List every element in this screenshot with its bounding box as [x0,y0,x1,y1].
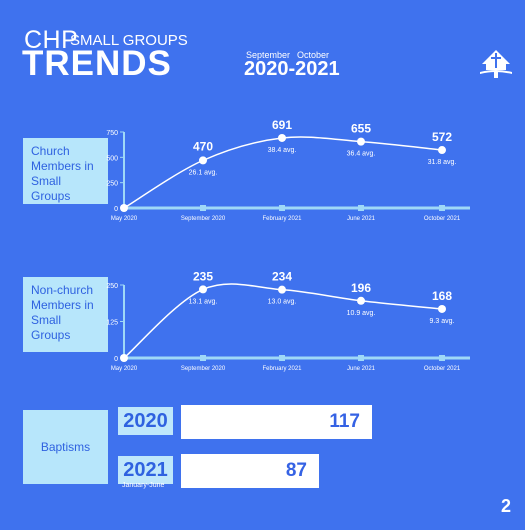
x-tick-label-1-0: May 2020 [111,366,138,372]
data-label-1-4: 168 [432,289,452,303]
y-tick-label-0-0: 750 [106,130,118,137]
bar-category-2021: 2021 [118,456,173,484]
page-number: 2 [501,496,512,516]
data-point-1-0 [120,354,128,362]
data-point-0-2 [278,133,286,142]
x-tick-label-0-1: September 2020 [181,216,226,222]
x-tick-label-0-2: February 2021 [262,216,302,222]
x-tick-label-0-3: June 2021 [347,216,376,222]
data-label-0-3: 655 [351,122,371,136]
avg-label-0-3: 36.4 avg. [347,151,376,158]
baptism-bar-2021: 87 [181,454,319,488]
avg-label-1-4: 9.3 avg. [430,318,455,325]
data-label-1-2: 234 [272,270,292,284]
nonchurch-members-label: Non-church Members in Small Groups [23,277,108,352]
page-title: TRENDS [22,44,172,83]
avg-label-0-2: 38.4 avg. [268,147,297,154]
data-point-1-1 [199,285,207,294]
data-point-0-0 [120,204,128,212]
period-end-month: October [297,50,330,60]
x-tick-label-1-2: February 2021 [262,366,302,372]
avg-label-0-4: 31.8 avg. [428,159,457,166]
x-tick-label-1-4: October 2021 [424,366,461,372]
x-tick-0-3 [358,205,364,211]
data-point-0-4 [438,146,446,155]
avg-label-1-2: 13.0 avg. [268,299,297,306]
period-start-month: September [246,50,291,60]
x-tick-1-3 [358,355,364,361]
data-label-1-3: 196 [351,281,371,295]
brand-chp: CHP [24,26,79,54]
baptisms-label: Baptisms [23,410,108,484]
bar-category-note-2021: January-June [122,482,165,489]
x-tick-1-1 [200,355,206,361]
data-point-1-2 [278,285,286,294]
y-tick-label-1-2: 0 [114,356,118,363]
x-tick-label-0-4: October 2021 [424,216,461,222]
bar-category-2020: 2020 [118,407,173,435]
period-years: 2020-2021 [244,58,340,80]
x-tick-label-1-1: September 2020 [181,366,226,372]
data-label-0-2: 691 [272,118,292,132]
y-tick-label-0-1: 500 [106,155,118,162]
x-tick-0-4 [439,205,445,211]
y-tick-label-1-0: 250 [106,283,118,290]
series-line-1 [123,283,443,359]
x-tick-0-2 [279,205,285,211]
x-tick-0-1 [200,205,206,211]
x-tick-1-2 [279,355,285,361]
baptism-bar-2020: 117 [181,405,372,439]
brand-small-groups: SMALL GROUPS [70,32,188,49]
data-label-0-1: 470 [193,139,213,153]
data-label-0-4: 572 [432,130,452,144]
data-point-0-1 [199,156,207,165]
avg-label-1-1: 13.1 avg. [189,298,218,305]
avg-label-0-1: 26.1 avg. [189,169,218,176]
x-tick-1-4 [439,355,445,361]
baptisms-label-text: Baptisms [40,439,91,454]
data-point-0-3 [357,137,365,146]
y-tick-label-0-3: 0 [114,206,118,213]
church-logo-icon [480,50,512,78]
avg-label-1-3: 10.9 avg. [347,310,376,317]
x-tick-label-0-0: May 2020 [111,216,138,222]
church-members-label: Church Members in Small Groups [23,138,108,204]
line-charts: 750 500 250 0 May 2020 September 2020 February… [106,118,470,372]
data-point-1-3 [357,296,365,305]
y-tick-label-1-1: 125 [106,320,118,327]
y-tick-label-0-2: 250 [106,181,118,188]
data-label-1-1: 235 [193,269,213,283]
data-point-1-4 [438,304,446,313]
x-tick-label-1-3: June 2021 [347,366,376,372]
